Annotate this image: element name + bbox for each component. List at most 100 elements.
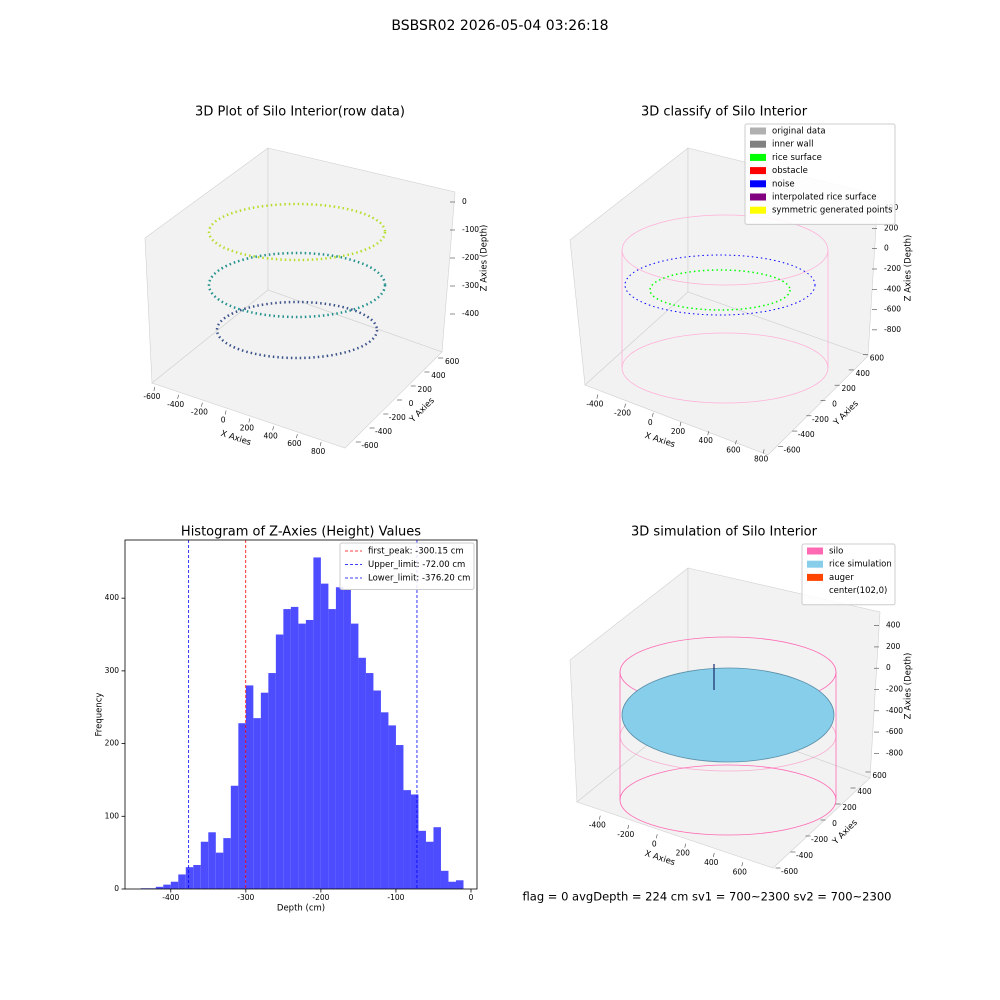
z-tick-label: 0 xyxy=(884,244,889,253)
histogram-bar xyxy=(230,785,239,889)
histogram-bar xyxy=(215,852,224,889)
x-tick-mark xyxy=(684,843,687,848)
y-tick-label: -600 xyxy=(784,445,801,454)
legend-label: auger xyxy=(829,573,854,583)
legend-swatch xyxy=(807,587,823,595)
x-tick-label: 400 xyxy=(263,431,278,440)
x-tick-mark xyxy=(224,410,227,415)
y-tick-label: 600 xyxy=(870,354,885,363)
z-tick-label: -800 xyxy=(884,325,901,334)
legend-label: Lower_limit: -376.20 cm xyxy=(368,574,470,584)
x-tick-mark xyxy=(741,862,744,867)
histogram-bar xyxy=(163,884,171,889)
x-tick-label: -100 xyxy=(387,893,404,902)
x-tick-label: 200 xyxy=(676,849,691,858)
x-tick-mark xyxy=(707,431,710,436)
z-tick-label: -800 xyxy=(886,748,903,757)
histogram-bar xyxy=(193,865,201,889)
histogram-bar xyxy=(365,673,374,889)
histogram-bar xyxy=(170,881,179,889)
y-tick-label: 400 xyxy=(856,369,871,378)
z-axis-label: Z Axies (Depth) xyxy=(904,235,914,302)
status-footer: flag = 0 avgDepth = 224 cm sv1 = 700~230… xyxy=(523,890,892,904)
z-tick-label: 200 xyxy=(886,642,901,651)
z-tick-label: -600 xyxy=(886,727,903,736)
legend-label: rice simulation xyxy=(829,560,892,570)
x-tick-label: -600 xyxy=(143,392,160,401)
x-axis-label: X Axies xyxy=(643,849,676,868)
x-tick-mark xyxy=(248,418,251,423)
x-tick-label: 800 xyxy=(311,447,326,456)
y-tick-label: 0 xyxy=(832,819,837,828)
x-tick-mark xyxy=(762,449,765,454)
x-tick-mark xyxy=(627,824,630,830)
z-tick-label: -400 xyxy=(886,706,903,715)
x-tick-label: 0 xyxy=(469,893,474,902)
legend-label: inner wall xyxy=(772,140,813,150)
histogram-bar xyxy=(328,609,336,889)
legend-box xyxy=(339,542,475,590)
x-tick-mark xyxy=(655,834,658,839)
legend-label: noise xyxy=(772,179,795,189)
y-tick-label: 0 xyxy=(114,884,119,893)
y-tick-label: 0 xyxy=(409,399,414,408)
y-tick-label: -200 xyxy=(389,413,406,422)
x-tick-mark xyxy=(272,426,274,431)
z-tick-label: -400 xyxy=(884,284,901,293)
x-tick-mark xyxy=(712,852,715,858)
y-tick-label: -200 xyxy=(811,835,828,844)
x-tick-mark xyxy=(624,403,626,408)
y-tick-label: 300 xyxy=(105,666,120,675)
x-tick-mark xyxy=(596,394,599,399)
x-tick-label: 0 xyxy=(221,416,226,425)
z-tick-label: 400 xyxy=(886,621,901,630)
x-tick-label: -300 xyxy=(237,893,254,902)
panel-title: 3D simulation of Silo Interior xyxy=(631,525,818,540)
histogram-bar xyxy=(433,827,441,889)
y-tick-label: -600 xyxy=(781,867,798,876)
z-tick-label: -200 xyxy=(462,253,479,262)
legend-label: center(102,0) xyxy=(829,586,887,596)
axis-pane xyxy=(584,291,869,456)
x-tick-mark xyxy=(651,412,654,417)
y-axis-label: Frequency xyxy=(95,693,105,737)
histogram-bar xyxy=(253,718,261,889)
histogram-bar xyxy=(298,623,306,889)
legend-swatch xyxy=(807,547,823,555)
histogram-bar xyxy=(275,634,284,889)
x-axis-label: Depth (cm) xyxy=(277,904,325,914)
histogram-bar xyxy=(388,725,396,889)
x-tick-mark xyxy=(201,402,203,407)
axis-pane xyxy=(151,289,443,449)
x-tick-label: 400 xyxy=(704,858,719,867)
x-tick-label: -400 xyxy=(586,400,603,409)
point-cloud-decoration xyxy=(207,202,816,360)
y-tick-label: -400 xyxy=(796,851,813,860)
histogram-bar xyxy=(283,609,291,889)
y-tick-label: 200 xyxy=(841,384,856,393)
rice-surface-decoration xyxy=(621,664,835,763)
x-tick-label: 200 xyxy=(671,427,686,436)
legend-label: original data xyxy=(772,127,826,137)
legend-swatch xyxy=(750,153,766,161)
histogram-bar xyxy=(208,832,216,889)
legend-box xyxy=(801,543,896,606)
silo-decoration xyxy=(621,214,829,404)
plot-frame xyxy=(124,539,478,890)
histogram-bar xyxy=(455,880,464,889)
figure-title: BSBSR02 2026-05-04 03:26:18 xyxy=(391,18,608,34)
y-tick-label: -600 xyxy=(361,441,378,450)
x-tick-label: 600 xyxy=(733,867,748,876)
y-tick-label: -400 xyxy=(798,430,815,439)
legend-box xyxy=(744,123,896,225)
x-tick-label: -200 xyxy=(617,830,634,839)
panel-title: 3D Plot of Silo Interior(row data) xyxy=(195,105,405,120)
x-tick-mark xyxy=(679,421,682,427)
legend-swatch xyxy=(750,193,766,201)
y-tick-label: 400 xyxy=(105,593,120,602)
histogram-bar xyxy=(448,881,456,889)
histogram-bar xyxy=(410,794,419,889)
panel-title: 3D classify of Silo Interior xyxy=(641,105,808,120)
x-tick-label: 600 xyxy=(287,439,302,448)
y-tick-label: 400 xyxy=(431,371,446,380)
